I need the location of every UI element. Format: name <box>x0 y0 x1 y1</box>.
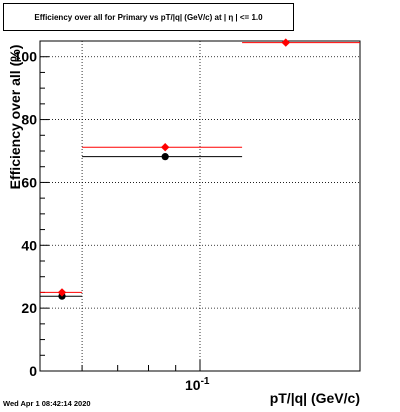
data-point-diamond <box>281 38 290 47</box>
x-tick-label: 10-1 <box>185 376 210 393</box>
chart-title-box: Efficiency over all for Primary vs pT/|q… <box>3 3 294 31</box>
y-tick-label: 100 <box>14 49 38 65</box>
data-point-circle <box>161 153 169 161</box>
y-axis-title: Efficiency over all (%) <box>7 45 23 190</box>
data-point-diamond <box>57 288 67 297</box>
y-tick-label: 0 <box>29 363 37 379</box>
y-tick-label: 20 <box>21 300 37 316</box>
timestamp: Wed Apr 1 08:42:14 2020 <box>3 399 91 408</box>
x-axis-title: pT/|q| (GeV/c) <box>270 390 360 406</box>
grid <box>40 41 360 371</box>
y-tick-label: 40 <box>21 237 37 253</box>
y-tick-label: 80 <box>21 112 37 128</box>
chart-title: Efficiency over all for Primary vs pT/|q… <box>34 13 263 22</box>
axes: 0 20 40 60 80 100 10-1 <box>14 40 361 393</box>
data-points <box>40 38 360 300</box>
data-point-diamond <box>160 143 170 152</box>
y-tick-label: 60 <box>21 174 37 190</box>
